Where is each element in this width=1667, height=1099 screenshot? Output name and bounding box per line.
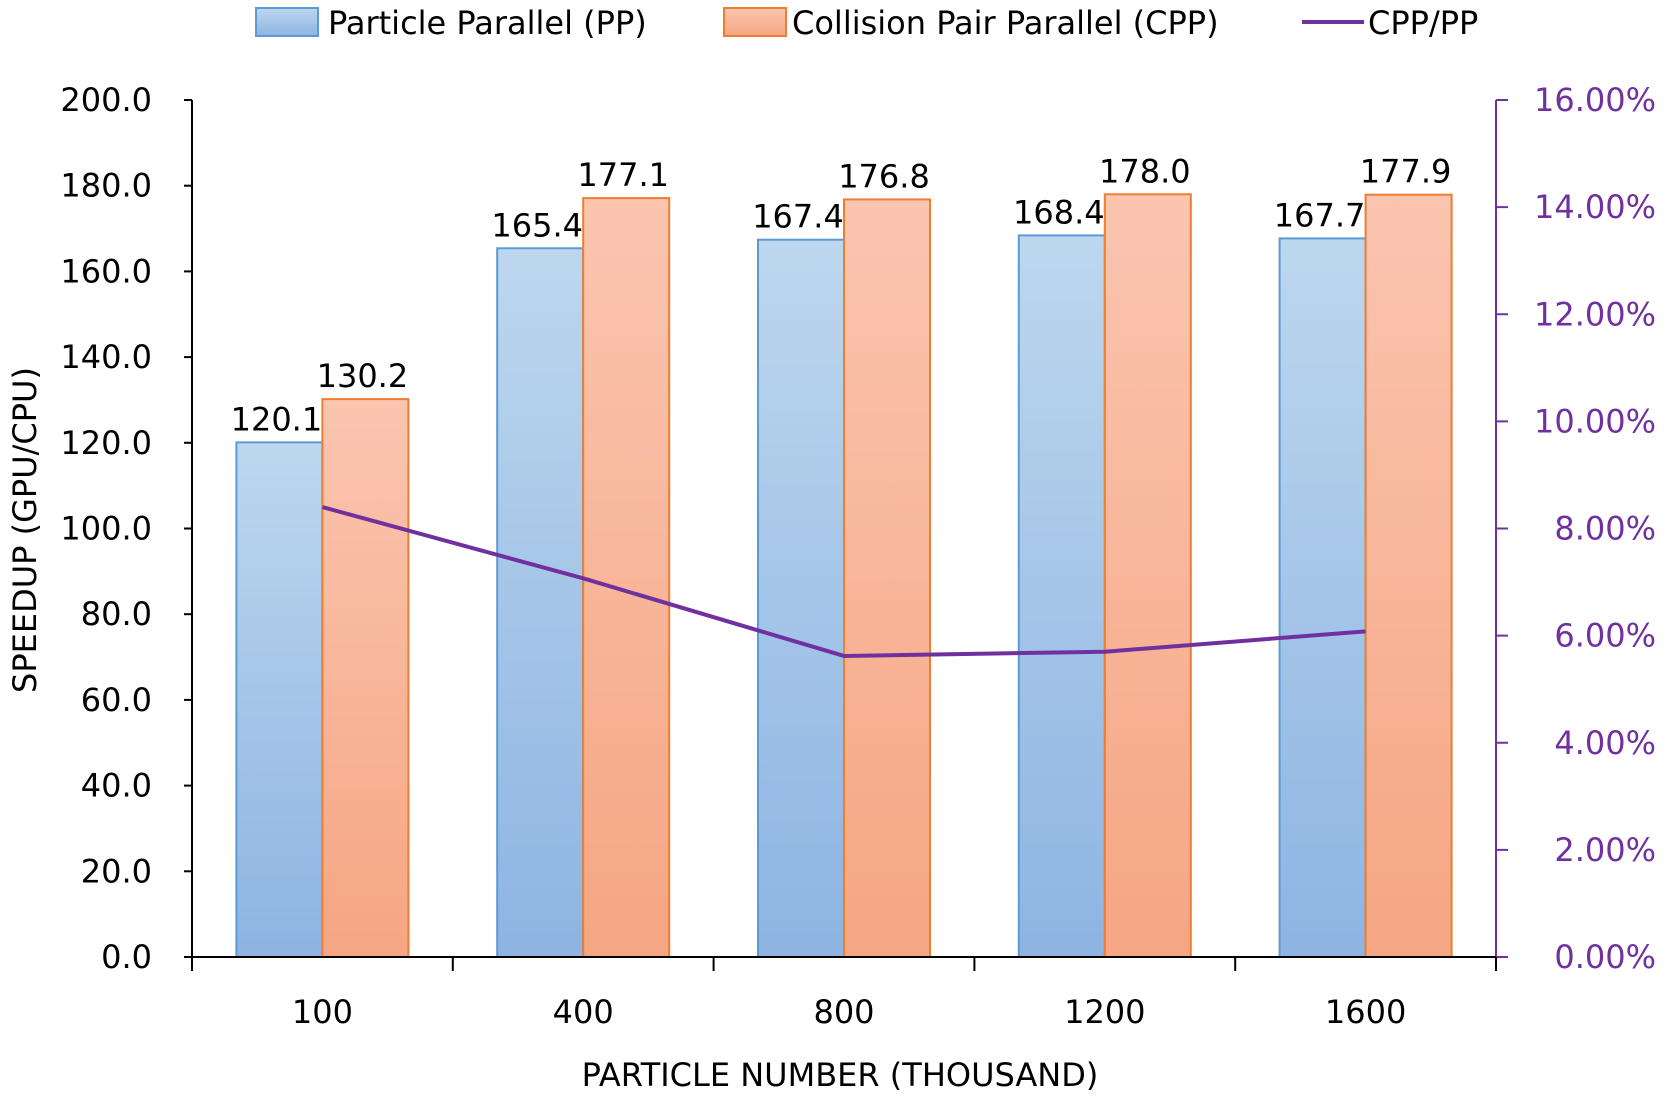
data-label-cpp-800: 176.8 (838, 157, 930, 195)
data-label-cpp-1200: 178.0 (1099, 152, 1191, 190)
y2-tick-label: 10.00% (1534, 402, 1656, 440)
y2-tick-label: 2.00% (1554, 831, 1656, 869)
legend-swatch-pp (255, 7, 319, 37)
bar-pp-800 (757, 238, 845, 959)
bar-pp-400 (496, 247, 585, 959)
legend-swatch-cpp (723, 7, 787, 37)
legend-item-ratio: CPP/PP (1302, 4, 1478, 42)
legend: Particle Parallel (PP) Collision Pair Pa… (255, 4, 1478, 42)
data-label-pp-100: 120.1 (231, 400, 323, 438)
y2-tick-label: 4.00% (1554, 724, 1656, 762)
x-tick-label: 400 (553, 993, 614, 1031)
data-label-pp-1200: 168.4 (1013, 193, 1105, 231)
y-tick-label: 40.0 (81, 767, 152, 805)
x-tick-label: 1600 (1325, 993, 1406, 1031)
legend-label-cpp: Collision Pair Parallel (CPP) (792, 4, 1219, 42)
x-tick-label: 800 (813, 993, 874, 1031)
bar-cpp-400 (582, 197, 671, 958)
y-tick-label: 180.0 (60, 167, 152, 205)
data-label-pp-400: 165.4 (491, 206, 583, 244)
x-axis-title: PARTICLE NUMBER (THOUSAND) (582, 1056, 1099, 1094)
y-tick-label: 120.0 (60, 424, 152, 462)
y2-tick-label: 8.00% (1554, 510, 1656, 548)
y2-tick-label: 14.00% (1534, 188, 1656, 226)
y-tick-label: 0.0 (101, 938, 152, 976)
y-tick-label: 80.0 (81, 595, 152, 633)
y2-tick-label: 12.00% (1534, 295, 1656, 333)
y-axis-title: SPEEDUP (GPU/CPU) (6, 367, 44, 693)
x-tick-label: 100 (292, 993, 353, 1031)
legend-label-pp: Particle Parallel (PP) (328, 4, 647, 42)
legend-item-cpp: Collision Pair Parallel (CPP) (723, 4, 1219, 42)
bar-cpp-1200 (1103, 193, 1192, 958)
data-label-cpp-100: 130.2 (317, 357, 409, 395)
bar-pp-100 (235, 441, 324, 958)
y2-tick-label: 0.00% (1554, 938, 1656, 976)
bar-cpp-100 (321, 398, 410, 958)
y2-tick-label: 6.00% (1554, 617, 1656, 655)
x-tick-label: 1200 (1064, 993, 1145, 1031)
bar-cpp-800 (843, 198, 931, 959)
y-tick-label: 140.0 (60, 338, 152, 376)
y-tick-label: 100.0 (60, 510, 152, 548)
y-tick-label: 200.0 (60, 81, 152, 119)
y2-tick-label: 16.00% (1534, 81, 1656, 119)
y-tick-label: 60.0 (81, 681, 152, 719)
legend-item-pp: Particle Parallel (PP) (255, 4, 647, 42)
data-label-pp-1600: 167.7 (1274, 196, 1366, 234)
data-label-cpp-1600: 177.9 (1360, 153, 1452, 191)
bar-pp-1200 (1017, 234, 1106, 958)
legend-label-ratio: CPP/PP (1368, 4, 1478, 42)
bar-pp-1600 (1278, 237, 1367, 958)
y-tick-label: 20.0 (81, 852, 152, 890)
data-label-cpp-400: 177.1 (577, 156, 669, 194)
y-tick-label: 160.0 (60, 252, 152, 290)
data-label-pp-800: 167.4 (752, 198, 844, 236)
bar-cpp-1600 (1364, 193, 1453, 959)
